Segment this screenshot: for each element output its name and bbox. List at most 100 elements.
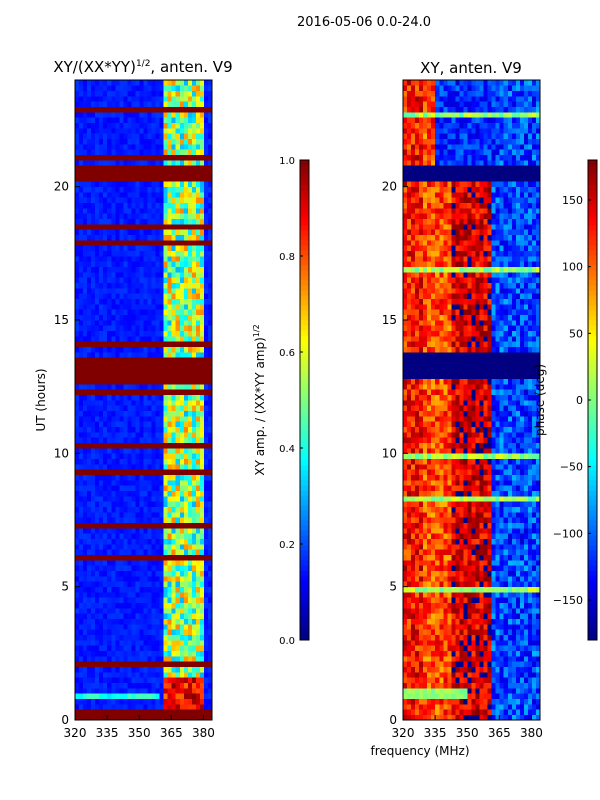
heatmap-cell: [171, 106, 177, 113]
heatmap-cell: [127, 656, 132, 662]
heatmap-cell: [171, 384, 177, 390]
heatmap-cell: [199, 597, 205, 604]
heatmap-cell: [143, 704, 148, 710]
heatmap-cell: [163, 96, 169, 102]
heatmap-cell: [187, 336, 193, 342]
heatmap-cell: [151, 474, 156, 481]
heatmap-cell: [207, 304, 213, 310]
heatmap-cell: [103, 304, 108, 310]
heatmap-cell: [131, 197, 136, 204]
heatmap-cell: [131, 394, 136, 401]
heatmap-cell: [187, 197, 193, 204]
heatmap-cell: [195, 261, 201, 268]
heatmap-cell: [135, 533, 140, 540]
heatmap-cell: [443, 714, 448, 721]
heatmap-cell: [195, 416, 201, 422]
heatmap-cell: [159, 709, 165, 716]
heatmap-cell: [487, 650, 493, 657]
heatmap-cell: [95, 325, 100, 332]
heatmap-cell: [147, 373, 152, 380]
heatmap-cell: [83, 346, 88, 353]
heatmap-cell: [119, 586, 124, 593]
heatmap-cell: [159, 677, 165, 684]
heatmap-cell: [407, 650, 412, 657]
heatmap-cell: [91, 170, 96, 177]
heatmap-cell: [443, 693, 448, 700]
heatmap-cell: [415, 661, 420, 668]
heatmap-cell: [91, 85, 96, 92]
heatmap-cell: [171, 336, 177, 342]
heatmap-cell: [75, 229, 80, 236]
heatmap-cell: [119, 464, 124, 470]
heatmap-cell: [483, 640, 489, 646]
heatmap-cell: [107, 138, 112, 145]
heatmap-cell: [83, 421, 88, 428]
heatmap-cell: [119, 176, 124, 182]
heatmap-cell: [155, 389, 161, 396]
heatmap-cell: [459, 650, 464, 657]
heatmap-cell: [139, 501, 144, 508]
heatmap-cell: [175, 640, 181, 646]
heatmap-cell: [119, 693, 124, 700]
heatmap-cell: [203, 288, 209, 294]
heatmap-cell: [167, 309, 173, 316]
heatmap-cell: [203, 613, 209, 620]
heatmap-cell: [159, 298, 165, 305]
heatmap-cell: [183, 602, 189, 609]
heatmap-cell: [447, 629, 452, 636]
heatmap-cell: [199, 309, 205, 316]
colorbar-swatch: [300, 465, 309, 471]
heatmap-cell: [131, 677, 136, 684]
heatmap-cell: [155, 90, 161, 97]
heatmap-cell: [135, 416, 140, 422]
heatmap-cell: [83, 378, 88, 385]
heatmap-cell: [127, 682, 132, 689]
heatmap-cell: [127, 496, 132, 502]
heatmap-cell: [167, 272, 173, 278]
heatmap-cell: [419, 677, 424, 684]
heatmap-cell: [91, 544, 96, 550]
heatmap-cell: [87, 352, 92, 358]
heatmap-cell: [87, 186, 92, 193]
heatmap-cell: [199, 400, 205, 406]
heatmap-cell: [187, 170, 193, 177]
heatmap-cell: [207, 224, 213, 230]
heatmap-cell: [203, 666, 209, 673]
heatmap-cell: [111, 512, 116, 518]
colorbar-swatch: [300, 370, 309, 376]
heatmap-cell: [103, 256, 108, 262]
heatmap-cell: [463, 698, 468, 705]
heatmap-cell: [127, 272, 132, 278]
heatmap-cell: [531, 608, 537, 614]
heatmap-cell: [155, 277, 161, 284]
heatmap-cell: [135, 325, 140, 332]
heatmap-cell: [163, 405, 169, 412]
heatmap-cell: [99, 570, 104, 577]
heatmap-cell: [103, 314, 108, 321]
heatmap-cell: [143, 336, 148, 342]
heatmap-cell: [87, 501, 92, 508]
heatmap-cell: [151, 650, 156, 657]
heatmap-cell: [79, 490, 84, 497]
heatmap-cell: [523, 656, 529, 662]
heatmap-cell: [535, 645, 541, 652]
heatmap-cell: [103, 528, 108, 534]
heatmap-cell: [207, 128, 213, 134]
heatmap-cell: [179, 186, 185, 193]
heatmap-cell: [87, 213, 92, 220]
heatmap-cell: [111, 149, 116, 156]
heatmap-cell: [175, 453, 181, 460]
heatmap-cell: [175, 362, 181, 369]
heatmap-cell: [115, 528, 120, 534]
heatmap-cell: [135, 378, 140, 385]
heatmap-cell: [167, 357, 173, 364]
heatmap-cell: [507, 698, 513, 705]
heatmap-cell: [443, 709, 448, 716]
heatmap-cell: [195, 149, 201, 156]
heatmap-cell: [187, 485, 193, 492]
heatmap-cell: [535, 704, 541, 710]
heatmap-cell: [167, 474, 173, 481]
heatmap-cell: [183, 533, 189, 540]
heatmap-cell: [107, 448, 112, 454]
